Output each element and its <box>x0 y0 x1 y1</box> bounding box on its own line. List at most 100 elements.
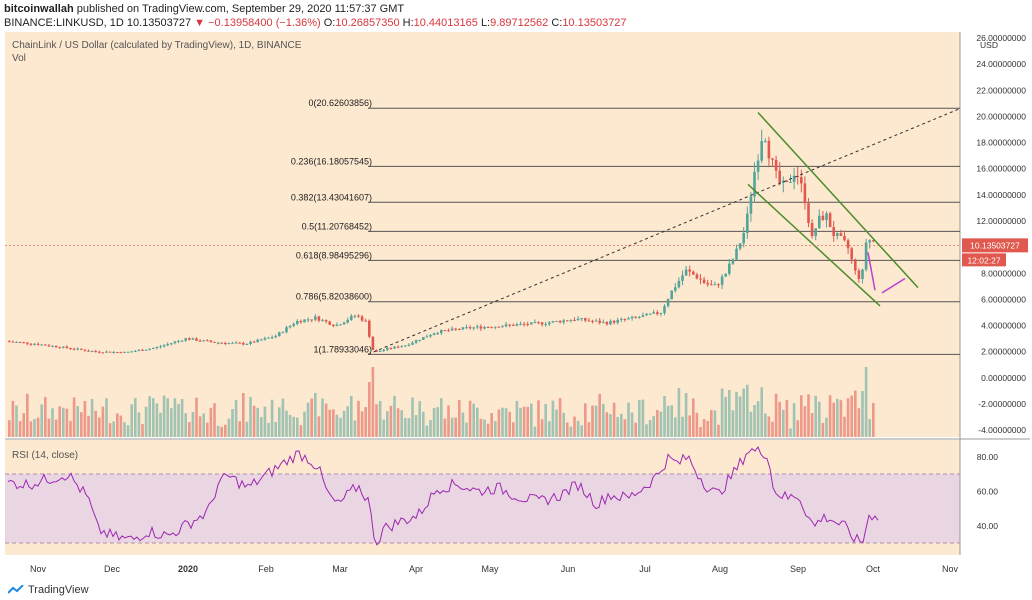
volume-bar <box>134 398 137 437</box>
candle-body <box>11 341 15 343</box>
volume-bar <box>105 398 108 437</box>
candle-body <box>548 322 551 325</box>
volume-bar <box>90 399 94 437</box>
volume-bar <box>710 410 713 437</box>
volume-bar <box>224 424 227 437</box>
trend-line[interactable] <box>367 108 961 355</box>
volume-bar <box>26 393 29 437</box>
candle-body <box>76 348 79 350</box>
candle-body <box>116 352 119 354</box>
candle-body <box>616 319 619 323</box>
price-change: ▼ −0.13958400 (−1.36%) <box>194 17 321 29</box>
open-label: O: <box>323 17 336 29</box>
volume-bar <box>404 417 407 437</box>
volume-bar <box>378 400 382 437</box>
volume-bar <box>44 397 47 437</box>
time-axis[interactable]: Nov Dec 2020 Feb Mar Apr May Jun Jul Aug Sep Oct Nov <box>30 564 959 574</box>
candle-body <box>249 341 252 344</box>
author-name[interactable]: bitcoinwallah <box>4 3 74 15</box>
candle-body <box>515 324 519 326</box>
fib-retracement[interactable]: 0(20.62603856) 0.236(16.18057545) 0.382(13… <box>291 98 960 355</box>
volume-bar <box>623 419 627 437</box>
price-axis[interactable]: 26.00000000 24.00000000 22.00000000 20.0000… <box>962 33 1028 435</box>
price-tick-label: 18.00000000 <box>976 138 1026 148</box>
symbol-label[interactable]: BINANCE:LINKUSD, 1D <box>4 17 124 29</box>
volume-bar <box>688 415 691 437</box>
candle-body <box>666 299 670 307</box>
candle-body <box>332 324 335 327</box>
volume-bar <box>803 406 807 437</box>
ohlc-line: BINANCE:LINKUSD, 1D 10.13503727 ▼ −0.139… <box>4 17 627 29</box>
candle-body <box>108 351 112 353</box>
volume-bar <box>8 420 11 437</box>
candle-body <box>663 306 666 313</box>
volume-bar <box>533 426 537 437</box>
volume-bar <box>324 403 328 437</box>
drawings[interactable] <box>5 108 961 355</box>
candle-body <box>753 171 756 197</box>
candle-body <box>26 342 29 344</box>
rsi-tick-label: 60.00 <box>977 486 999 496</box>
candle-body <box>83 349 87 351</box>
volume-bar <box>72 397 76 437</box>
vol-label: Vol <box>12 53 26 64</box>
volume-bar <box>328 409 331 437</box>
candle-body <box>504 324 508 327</box>
volume-bar <box>155 403 159 437</box>
volume-bar <box>202 413 205 437</box>
candle-body <box>29 343 33 345</box>
candle-body <box>400 346 403 348</box>
volume-bar <box>555 409 558 437</box>
pair-title: ChainLink / US Dollar (calculated by Tra… <box>12 40 302 51</box>
price-unit-label: USD <box>980 40 998 50</box>
volume-bar <box>180 398 184 437</box>
candle-body <box>512 324 515 326</box>
price-tick-label: 4.00000000 <box>981 321 1026 331</box>
candle-body <box>47 345 51 347</box>
volume-bar <box>270 399 274 437</box>
candle-body <box>267 337 270 339</box>
channel-upper-line[interactable] <box>757 111 919 289</box>
volume-bar <box>652 416 655 437</box>
volume-bar <box>540 419 544 437</box>
projection-up-stroke[interactable] <box>881 277 906 294</box>
candle-body <box>148 348 151 350</box>
candle-body <box>792 175 796 182</box>
fib-level-label: 0.618(8.98495296) <box>296 250 372 260</box>
volume-bar <box>645 424 648 437</box>
volume-bar <box>519 407 522 437</box>
volume-bar <box>281 398 285 437</box>
volume-bar <box>573 416 576 437</box>
rsi-axis[interactable]: 80.00 60.00 40.00 <box>977 452 999 531</box>
candle-body <box>731 259 735 264</box>
volume-bar <box>699 427 702 437</box>
candle-body <box>360 316 364 321</box>
volume-bar <box>382 419 385 437</box>
price-tick-label: -4.00000000 <box>978 425 1026 435</box>
candle-body <box>335 324 339 327</box>
price-pane[interactable] <box>5 32 960 437</box>
candle-body <box>522 323 526 325</box>
candle-body <box>461 327 465 330</box>
candle-body <box>72 348 76 350</box>
tradingview-footer[interactable]: TradingView <box>8 584 89 596</box>
volume-bar <box>195 397 198 437</box>
candle-body <box>224 342 227 344</box>
projection-down-stroke[interactable] <box>867 252 876 291</box>
candle-body <box>580 318 583 320</box>
volume-bar <box>274 422 277 437</box>
volume-bar <box>530 403 533 437</box>
volume-bar <box>832 402 835 437</box>
volume-bar <box>602 403 605 437</box>
candle-body <box>166 344 169 346</box>
volume-bar <box>616 416 619 437</box>
candle-body <box>375 350 378 352</box>
candle-body <box>612 320 616 323</box>
candle-body <box>458 328 461 330</box>
candle-body <box>774 159 778 171</box>
candle-body <box>486 327 490 329</box>
volume-bar <box>872 402 875 437</box>
volume-bar <box>314 392 317 437</box>
volume-bar <box>839 400 843 437</box>
